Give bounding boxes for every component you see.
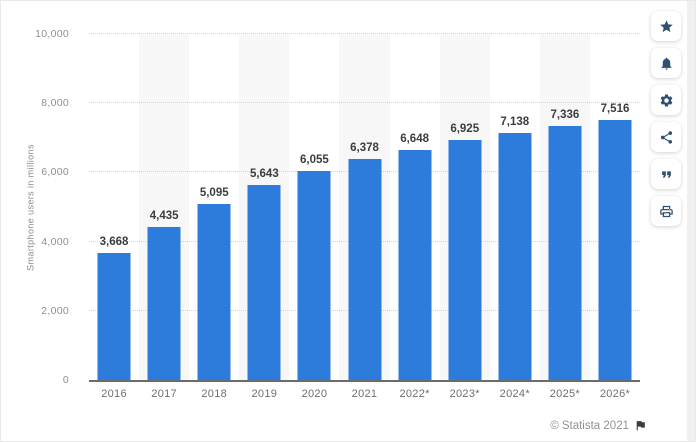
bar-value-label: 6,055 (300, 153, 329, 166)
share-button[interactable] (651, 122, 681, 152)
gridline (89, 102, 640, 104)
bar-value-label: 7,516 (600, 102, 630, 115)
chart-column: 7,516 (590, 34, 640, 380)
bar-2026*[interactable] (598, 119, 632, 380)
x-tick-label: 2026* (599, 388, 631, 400)
page-edge (687, 1, 695, 441)
gear-icon (660, 94, 672, 106)
y-tick-label: 2,000 (41, 304, 69, 317)
chart-column: 4,435 (139, 34, 190, 380)
chart-column: 7,336 (539, 34, 590, 380)
bar-value-label: 5,643 (249, 167, 279, 180)
gridline (89, 33, 640, 34)
copyright: © Statista 2021 (550, 419, 647, 432)
x-tick-label: 2017 (151, 388, 177, 400)
x-tick-label: 2020 (301, 388, 328, 400)
x-tick-label: 2018 (201, 388, 228, 400)
plot-area: 3,668 4,435 5,095 5,643 6,055 6,378 6,648 6,925… (89, 33, 640, 382)
star-icon (659, 19, 673, 32)
chart-column: 6,378 (339, 34, 390, 380)
notifications-button[interactable] (651, 48, 681, 78)
bar-2025*[interactable] (548, 126, 582, 380)
copyright-text: © Statista 2021 (550, 419, 629, 432)
share-icon (660, 130, 672, 144)
chart-column: 5,095 (189, 34, 239, 380)
x-axis: 2016 2017 2018 2019 2020 2021 2022* 2023* 2024* 2… (89, 388, 640, 400)
bar-value-label: 6,378 (350, 142, 379, 155)
x-tick-label: 2025* (549, 388, 581, 400)
action-sidebar (651, 11, 681, 226)
bar-value-label: 5,095 (199, 186, 229, 199)
favorite-button[interactable] (651, 11, 681, 41)
bar-value-label: 7,138 (500, 116, 530, 129)
bar-2016[interactable] (97, 253, 131, 380)
cite-button[interactable] (651, 159, 681, 189)
bar-2017[interactable] (147, 226, 181, 380)
bar-2019[interactable] (247, 184, 281, 380)
x-tick-label: 2024* (499, 388, 530, 400)
bar-2022*[interactable] (398, 149, 432, 380)
bar-2018[interactable] (197, 203, 231, 380)
chart-column: 7,138 (490, 34, 540, 380)
x-tick-label: 2023* (449, 388, 480, 400)
y-tick-label: 6,000 (41, 166, 69, 179)
y-tick-label: 4,000 (41, 235, 69, 248)
bell-icon (661, 57, 671, 70)
settings-button[interactable] (651, 85, 681, 115)
bar-value-label: 4,435 (149, 209, 179, 222)
x-tick-label: 2016 (101, 388, 127, 400)
bar-value-label: 6,648 (400, 132, 429, 145)
y-tick-label: 0 (62, 374, 69, 386)
bar-2021[interactable] (348, 159, 382, 380)
bar-2020[interactable] (297, 170, 331, 380)
printer-icon (659, 205, 673, 217)
y-tick-label: 8,000 (41, 97, 69, 110)
y-tick-label: 10,000 (35, 28, 69, 40)
bar-value-label: 7,336 (550, 109, 580, 122)
chart-column: 6,925 (439, 34, 490, 380)
plot-columns: 3,668 4,435 5,095 5,643 6,055 6,378 6,648 6,925… (89, 34, 640, 380)
bar-2023*[interactable] (448, 140, 482, 380)
flag-icon (636, 421, 645, 431)
print-button[interactable] (651, 196, 681, 226)
x-tick-label: 2021 (351, 388, 378, 400)
chart-column: 6,648 (390, 34, 440, 380)
chart-column: 6,055 (289, 34, 339, 380)
y-axis: 0 2,000 4,000 6,000 8,000 10,000 (1, 28, 79, 386)
bar-value-label: 6,925 (450, 123, 480, 136)
quote-icon (661, 170, 671, 178)
x-tick-label: 2022* (399, 388, 430, 400)
bar-2024*[interactable] (498, 133, 532, 380)
bar-value-label: 3,668 (99, 236, 129, 249)
x-tick-label: 2019 (251, 388, 278, 400)
chart-column: 5,643 (239, 34, 290, 380)
chart-column: 3,668 (89, 34, 139, 380)
